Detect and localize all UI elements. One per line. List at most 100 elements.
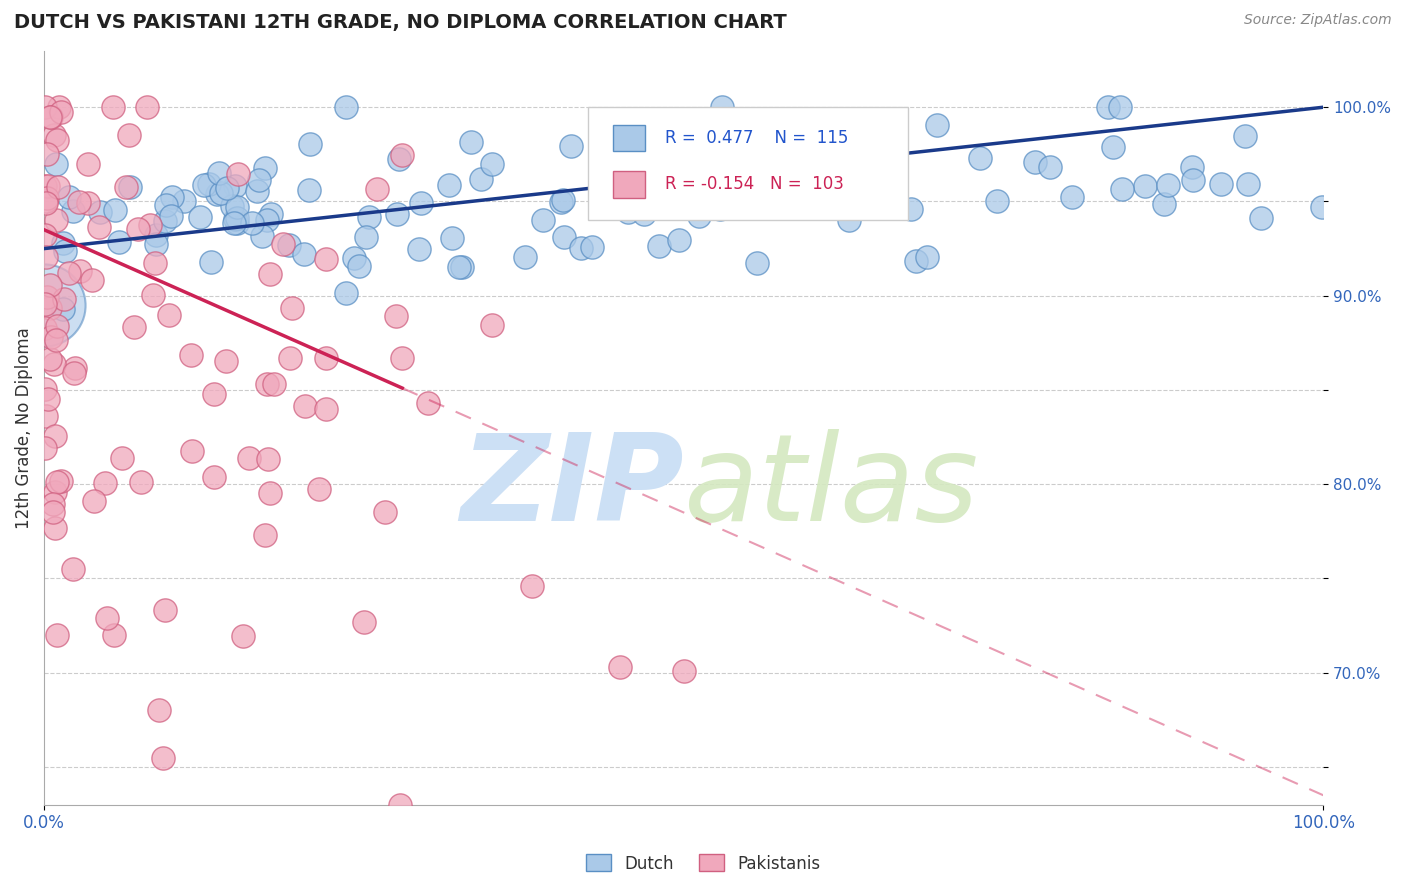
Point bbox=[49, 474, 72, 488]
Point bbox=[238, 450, 260, 465]
Point bbox=[616, 205, 638, 219]
Point bbox=[927, 118, 949, 132]
Point bbox=[439, 178, 461, 193]
Point bbox=[198, 177, 221, 191]
Point bbox=[63, 366, 86, 380]
Point bbox=[408, 242, 430, 256]
Point bbox=[46, 133, 69, 147]
Point bbox=[481, 157, 503, 171]
Point bbox=[752, 182, 775, 196]
Point bbox=[89, 204, 111, 219]
Point bbox=[58, 190, 80, 204]
Point bbox=[714, 153, 737, 167]
Point bbox=[256, 376, 278, 391]
Legend: Dutch, Pakistanis: Dutch, Pakistanis bbox=[579, 847, 827, 880]
Point bbox=[205, 187, 228, 202]
Point bbox=[224, 211, 246, 226]
Point bbox=[551, 193, 574, 207]
Point bbox=[385, 207, 408, 221]
Point bbox=[222, 216, 245, 230]
Point bbox=[96, 611, 118, 625]
Point bbox=[343, 251, 366, 265]
Point bbox=[581, 240, 603, 254]
Point bbox=[34, 382, 56, 396]
Point bbox=[115, 179, 138, 194]
Point bbox=[384, 309, 406, 323]
Point bbox=[45, 333, 67, 347]
Point bbox=[315, 402, 337, 417]
Point bbox=[315, 351, 337, 365]
Point bbox=[359, 211, 381, 225]
Point bbox=[806, 127, 828, 141]
Point bbox=[160, 190, 183, 204]
Point bbox=[633, 207, 655, 221]
Point bbox=[1039, 160, 1062, 174]
Point bbox=[308, 483, 330, 497]
Point bbox=[250, 229, 273, 244]
Point bbox=[225, 211, 247, 225]
Point bbox=[34, 320, 56, 334]
Point bbox=[48, 100, 70, 114]
Point bbox=[259, 207, 281, 221]
Point bbox=[278, 238, 301, 252]
Point bbox=[155, 198, 177, 212]
Point bbox=[34, 179, 56, 194]
Point bbox=[299, 137, 322, 152]
Point bbox=[298, 183, 321, 197]
Point bbox=[1181, 160, 1204, 174]
Point bbox=[254, 161, 277, 176]
Y-axis label: 12th Grade, No Diploma: 12th Grade, No Diploma bbox=[15, 326, 32, 529]
Point bbox=[1097, 100, 1119, 114]
Point bbox=[900, 202, 922, 216]
Point bbox=[747, 256, 769, 270]
Point bbox=[226, 200, 249, 214]
Point bbox=[37, 191, 59, 205]
Point bbox=[65, 360, 87, 375]
Point bbox=[37, 147, 59, 161]
Point bbox=[44, 485, 66, 500]
Point bbox=[32, 298, 55, 312]
Point bbox=[35, 290, 58, 304]
Point bbox=[232, 628, 254, 642]
Point bbox=[46, 475, 69, 489]
Point bbox=[835, 175, 858, 189]
Point bbox=[39, 351, 62, 366]
Point bbox=[281, 301, 304, 315]
Point bbox=[416, 395, 439, 409]
Point bbox=[520, 579, 543, 593]
Point bbox=[77, 157, 100, 171]
Point bbox=[94, 475, 117, 490]
Point bbox=[688, 209, 710, 223]
Point bbox=[848, 171, 870, 186]
Point bbox=[173, 194, 195, 208]
Point bbox=[42, 357, 65, 371]
Point bbox=[353, 615, 375, 629]
Point bbox=[193, 178, 215, 192]
Point bbox=[294, 399, 316, 413]
Point bbox=[160, 209, 183, 223]
Point bbox=[838, 212, 860, 227]
Point bbox=[904, 253, 927, 268]
Point bbox=[1310, 200, 1333, 214]
Point bbox=[1211, 177, 1233, 191]
Point bbox=[254, 527, 277, 541]
Point bbox=[37, 179, 59, 194]
Point bbox=[647, 239, 669, 253]
Point bbox=[709, 202, 731, 216]
Point bbox=[354, 229, 377, 244]
Point bbox=[647, 200, 669, 214]
Point bbox=[1153, 197, 1175, 211]
Point bbox=[208, 167, 231, 181]
Point bbox=[710, 100, 733, 114]
Point bbox=[34, 297, 56, 311]
Point bbox=[734, 169, 756, 183]
Point bbox=[391, 351, 413, 365]
Point bbox=[531, 213, 554, 227]
Point bbox=[148, 703, 170, 717]
Point bbox=[44, 128, 66, 143]
Point bbox=[143, 256, 166, 270]
Point bbox=[374, 505, 396, 519]
Point bbox=[200, 255, 222, 269]
Point bbox=[202, 387, 225, 401]
Point bbox=[82, 273, 104, 287]
